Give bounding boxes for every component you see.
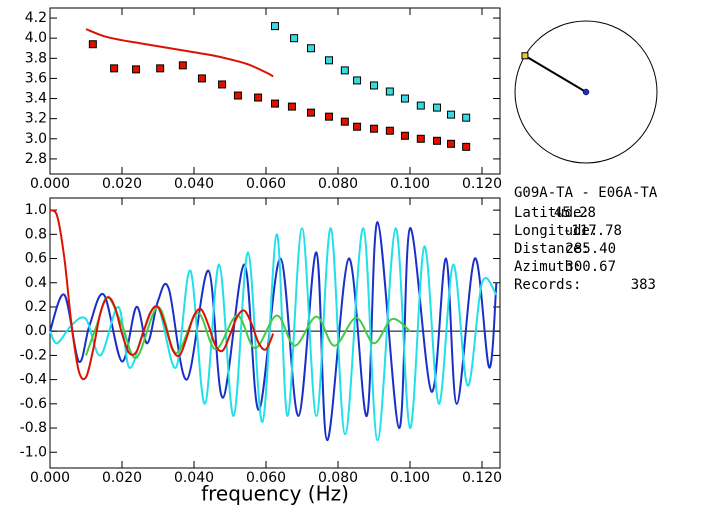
data-point: [307, 44, 315, 53]
x-tick-label: 0.060: [246, 470, 286, 486]
data-point: [416, 101, 425, 110]
y-tick-label: -0.8: [20, 420, 47, 436]
data-point: [433, 103, 441, 112]
data-point: [462, 113, 471, 122]
data-point: [433, 136, 441, 145]
data-point: [178, 61, 187, 70]
data-point: [156, 64, 165, 73]
data-point: [416, 134, 425, 143]
y-tick-label: 0.8: [25, 226, 47, 242]
x-tick-label: 0.120: [462, 470, 502, 486]
y-tick-label: 3.0: [25, 131, 47, 147]
data-point: [462, 142, 471, 151]
x-tick-label: 0.100: [390, 470, 430, 486]
data-point: [287, 102, 296, 111]
data-point: [197, 74, 206, 83]
azimuth-line: [524, 54, 587, 93]
data-point: [353, 122, 362, 131]
y-tick-label: 0.4: [25, 275, 47, 291]
azimuth-end: [521, 52, 529, 60]
x-axis-label: frequency (Hz): [201, 482, 349, 506]
data-point: [385, 87, 394, 96]
x-tick-label: 0.020: [102, 470, 142, 486]
y-tick-label: 3.8: [25, 50, 47, 66]
data-point: [233, 91, 242, 100]
field-value: 285.40: [565, 241, 616, 257]
field-label: Distance:: [514, 241, 590, 257]
data-point: [271, 99, 279, 108]
data-point: [370, 81, 378, 90]
data-point: [447, 139, 456, 148]
x-tick-label: 0.060: [246, 176, 286, 192]
x-tick-label: 0.040: [174, 470, 214, 486]
data-point: [400, 94, 409, 103]
x-tick-label: 0.000: [30, 470, 70, 486]
y-tick-label: -0.2: [20, 347, 47, 363]
x-tick-label: 0.080: [318, 176, 358, 192]
data-point: [290, 34, 299, 43]
y-tick-label: 0.0: [25, 323, 47, 339]
field-value: -117.78: [563, 223, 622, 239]
data-point: [340, 66, 349, 75]
data-line: [49, 221, 498, 442]
field-label: Azimuth:: [514, 259, 581, 275]
y-tick-label: 3.2: [25, 111, 47, 127]
data-point: [218, 80, 227, 89]
y-tick-label: -1.0: [20, 444, 47, 460]
y-tick-label: 4.2: [25, 10, 47, 26]
field-label: Latitude:: [514, 205, 590, 221]
y-tick-label: 4.0: [25, 30, 47, 46]
data-point: [271, 22, 279, 31]
data-line: [85, 28, 274, 78]
data-point: [385, 126, 394, 135]
x-tick-label: 0.020: [102, 176, 142, 192]
y-tick-label: 2.8: [25, 151, 47, 167]
azimuth-circle: [514, 20, 658, 164]
data-point: [110, 64, 119, 73]
field-label: Longitude:: [514, 223, 598, 239]
data-point: [307, 108, 315, 117]
data-point: [400, 131, 409, 140]
data-point: [88, 40, 97, 49]
field-value: 383: [631, 277, 656, 293]
y-tick-label: 3.4: [25, 91, 47, 107]
y-tick-label: 0.6: [25, 251, 47, 267]
field-value: 300.67: [565, 259, 616, 275]
field-label: Records:: [514, 277, 581, 293]
data-point: [325, 112, 333, 121]
y-tick-label: 1.0: [25, 202, 47, 218]
data-point: [254, 93, 263, 102]
data-point: [447, 110, 456, 119]
x-tick-label: 0.120: [462, 176, 502, 192]
x-tick-label: 0.100: [390, 176, 430, 192]
data-line: [49, 209, 275, 381]
station-pair: G09A-TA - E06A-TA: [514, 185, 658, 201]
data-point: [370, 124, 378, 133]
data-point: [325, 56, 333, 65]
data-line: [85, 296, 411, 359]
plot-frame: [49, 7, 501, 175]
data-point: [340, 117, 349, 126]
data-point: [353, 76, 362, 85]
y-tick-label: 3.6: [25, 70, 47, 86]
x-tick-label: 0.080: [318, 470, 358, 486]
field-value: 45.28: [554, 205, 596, 221]
x-tick-label: 0.040: [174, 176, 214, 192]
x-tick-label: 0.000: [30, 176, 70, 192]
y-tick-label: -0.6: [20, 396, 47, 412]
y-tick-label: 0.2: [25, 299, 47, 315]
y-tick-label: -0.4: [20, 372, 47, 388]
data-point: [132, 65, 141, 74]
center-point: [582, 88, 590, 96]
